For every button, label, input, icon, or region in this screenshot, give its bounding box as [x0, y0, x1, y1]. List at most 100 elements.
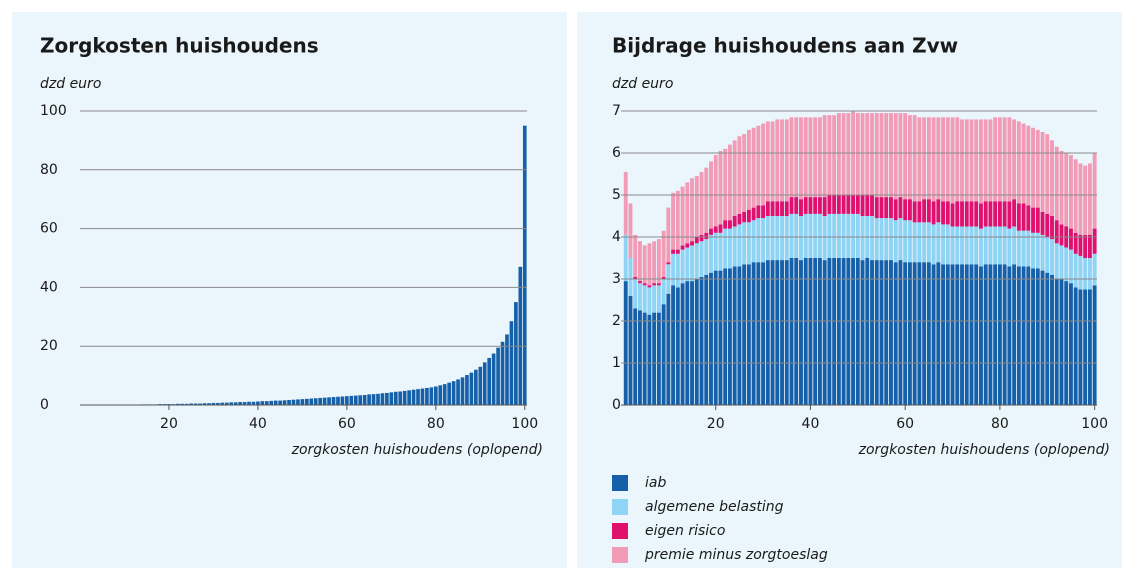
bar [260, 401, 265, 405]
bar-segment [945, 201, 950, 225]
bar [176, 403, 180, 405]
bar-segment [969, 226, 974, 265]
bar-segment [1059, 279, 1064, 405]
bar-segment [727, 268, 732, 405]
bar-segment [1069, 155, 1073, 229]
bar [509, 321, 514, 405]
bar-segment [969, 201, 974, 227]
bar-segment [832, 115, 837, 195]
bar-segment [870, 260, 874, 405]
bar-segment [841, 258, 846, 405]
bar-segment [1054, 243, 1059, 279]
bar-segment [765, 121, 770, 202]
bar-segment [1026, 205, 1031, 231]
y-tick-label: 0 [612, 397, 621, 413]
bar-segment [761, 205, 766, 219]
bar [247, 401, 251, 405]
bar-segment [694, 237, 699, 244]
bar-segment [912, 262, 917, 405]
bar-segment [1045, 272, 1050, 405]
bar-segment [955, 117, 960, 202]
bar [420, 388, 425, 405]
bar-segment [1007, 201, 1012, 229]
bar-segment [751, 207, 756, 221]
bar-segment [945, 224, 950, 265]
bar-segment [846, 213, 851, 258]
bar-segment [889, 218, 893, 261]
bar [469, 372, 474, 405]
y-tick-label: 4 [612, 229, 621, 245]
bar-segment [661, 304, 666, 405]
bar-segment [926, 222, 931, 263]
bar-segment [979, 203, 983, 229]
bar-segment [983, 119, 988, 202]
bar [193, 403, 198, 405]
panel-left [12, 12, 567, 568]
bar-segment [761, 218, 766, 263]
bar [224, 402, 229, 405]
bar-segment [827, 213, 832, 258]
bar-segment [1078, 255, 1083, 290]
bar-segment [675, 253, 680, 288]
bar-segment [997, 201, 1002, 227]
y-tick-label: 7 [612, 103, 621, 119]
bar-segment [756, 125, 761, 206]
x-tick-label: 20 [160, 416, 178, 432]
bar-segment [656, 312, 661, 405]
bar-segment [964, 119, 969, 202]
bar-segment [813, 258, 818, 405]
bar-segment [907, 220, 912, 263]
bar-segment [945, 117, 950, 202]
y-tick-label: 1 [612, 355, 621, 371]
bar-segment [964, 264, 969, 405]
bar-segment [865, 195, 870, 216]
bar [269, 400, 274, 405]
bar [429, 387, 434, 405]
bar-segment [936, 262, 941, 405]
bar-segment [836, 213, 841, 258]
bar-segment [813, 213, 818, 258]
bar [376, 393, 380, 405]
bar-segment [832, 195, 837, 214]
y-tick-label: 2 [612, 313, 621, 329]
bar-segment [950, 264, 955, 405]
bar-segment [709, 228, 713, 235]
legend-swatch [612, 547, 628, 563]
bar-segment [950, 226, 955, 265]
bar-segment [822, 115, 827, 198]
bar-segment [1002, 226, 1007, 265]
bar-segment [1050, 140, 1054, 216]
bar [522, 125, 527, 405]
bar [322, 397, 327, 405]
bar-segment [1026, 266, 1031, 405]
bar [189, 403, 194, 405]
bar-segment [1064, 247, 1069, 282]
bar-segment [860, 260, 865, 405]
bar [220, 402, 225, 405]
bar-segment [671, 192, 676, 250]
bar-segment [917, 222, 922, 263]
bar-segment [628, 203, 633, 258]
bar-segment [993, 201, 998, 227]
bar-segment [656, 239, 661, 284]
bar-segment [803, 213, 808, 258]
bar-segment [1040, 234, 1045, 271]
x-tick-label: 40 [802, 416, 820, 432]
bar-segment [950, 117, 955, 204]
bar-segment [855, 113, 860, 195]
bar-segment [765, 216, 770, 261]
bar-segment [1040, 270, 1045, 405]
bar-segment [1087, 258, 1092, 290]
bar-segment [898, 197, 903, 219]
bar-segment [638, 283, 642, 311]
bar-segment [704, 167, 709, 233]
bar-segment [969, 264, 974, 405]
bar-segment [979, 119, 983, 204]
bar [411, 389, 416, 405]
bar [407, 390, 411, 405]
bar-segment [647, 285, 652, 288]
bar-segment [822, 197, 827, 216]
bar [460, 377, 465, 405]
bar-segment [1092, 285, 1097, 405]
bar-segment [718, 270, 723, 405]
